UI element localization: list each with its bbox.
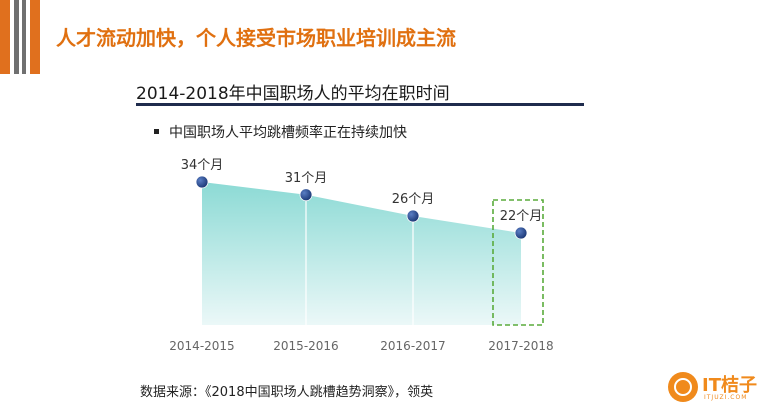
data-point — [406, 209, 420, 223]
data-label: 34个月 — [181, 158, 224, 173]
logo-subtext: ITJUZI.COM — [704, 394, 748, 401]
bullet-text: 中国职场人平均跳槽频率正在持续加快 — [169, 125, 407, 141]
data-point — [195, 175, 209, 189]
area-fill — [202, 182, 521, 325]
data-label: 26个月 — [392, 192, 435, 207]
x-tick-label: 2015-2016 — [273, 339, 338, 353]
decor-bar — [30, 0, 40, 74]
decor-bar — [22, 0, 26, 74]
title-rule — [136, 103, 584, 106]
highlight-box — [492, 199, 544, 326]
decor-bar — [0, 0, 10, 74]
data-label: 22个月 — [500, 209, 543, 224]
chart-title: 2014-2018年中国职场人的平均在职时间 — [136, 84, 450, 104]
bullet-icon — [154, 128, 159, 134]
bullet-point: 中国职场人平均跳槽频率正在持续加快 — [154, 122, 407, 142]
x-tick-label: 2014-2015 — [169, 339, 234, 353]
logo-text: IT桔子 — [702, 375, 757, 396]
x-tick-label: 2017-2018 — [488, 339, 553, 353]
data-label: 31个月 — [285, 171, 328, 186]
orange-icon — [668, 372, 698, 402]
x-tick-label: 2016-2017 — [380, 339, 445, 353]
decor-bar — [14, 0, 19, 74]
slide-headline: 人才流动加快，个人接受市场职业培训成主流 — [56, 26, 456, 50]
data-point — [514, 226, 528, 240]
data-source: 数据来源：《2018中国职场人跳槽趋势洞察》，领英 — [140, 385, 434, 400]
data-point — [299, 188, 313, 202]
brand-logo: IT桔子 ITJUZI.COM — [668, 370, 760, 410]
